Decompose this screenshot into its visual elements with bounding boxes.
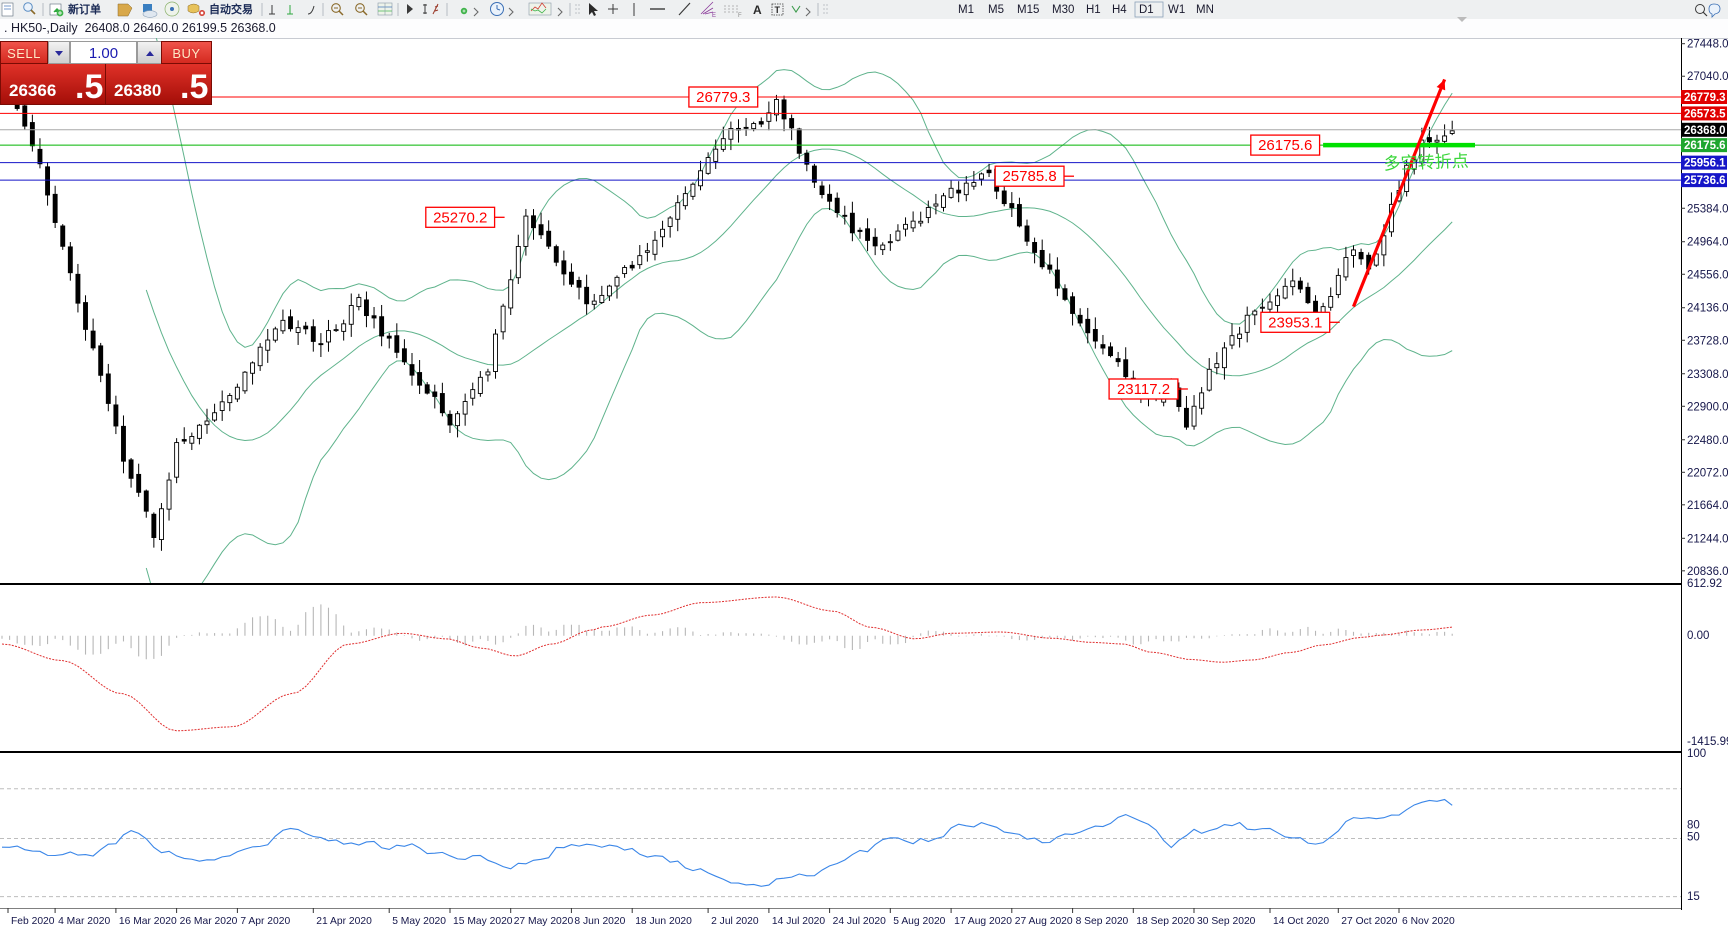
svg-text:80: 80 [1687, 820, 1700, 832]
svg-text:自动交易: 自动交易 [209, 2, 253, 16]
svg-text:22480.0: 22480.0 [1687, 435, 1728, 447]
svg-text:新订单: 新订单 [68, 2, 101, 16]
svg-text:26175.6: 26175.6 [1684, 140, 1726, 152]
svg-text:23308.0: 23308.0 [1687, 369, 1728, 381]
svg-text:M15: M15 [1017, 4, 1039, 16]
svg-text:27 Oct 2020: 27 Oct 2020 [1341, 916, 1397, 927]
svg-text:5 May 2020: 5 May 2020 [392, 916, 446, 927]
svg-text:24556.0: 24556.0 [1687, 269, 1728, 281]
svg-text:2 Jul 2020: 2 Jul 2020 [711, 916, 759, 927]
svg-text:16 Mar 2020: 16 Mar 2020 [119, 916, 177, 927]
svg-text:27 May 2020: 27 May 2020 [514, 916, 574, 927]
svg-text:100: 100 [1687, 748, 1706, 760]
svg-text:0.00: 0.00 [1687, 630, 1709, 642]
svg-text:M5: M5 [988, 4, 1004, 16]
svg-text:21 Apr 2020: 21 Apr 2020 [316, 916, 372, 927]
svg-text:Feb 2020: Feb 2020 [11, 916, 55, 927]
svg-text:A: A [753, 3, 762, 17]
svg-text:26368.0: 26368.0 [1684, 125, 1726, 137]
svg-text:M30: M30 [1052, 4, 1074, 16]
svg-text:21664.0: 21664.0 [1687, 500, 1728, 512]
svg-text:27 Aug 2020: 27 Aug 2020 [1015, 916, 1073, 927]
svg-text:7 Apr 2020: 7 Apr 2020 [240, 916, 290, 927]
svg-text:612.92: 612.92 [1687, 578, 1722, 590]
svg-text:15: 15 [1687, 891, 1700, 903]
svg-text:D1: D1 [1139, 4, 1154, 16]
svg-text:25736.6: 25736.6 [1684, 175, 1726, 187]
svg-text:50: 50 [1687, 832, 1700, 844]
svg-text:26779.3: 26779.3 [1684, 92, 1726, 104]
svg-text:25956.1: 25956.1 [1684, 158, 1726, 170]
svg-text:21244.0: 21244.0 [1687, 533, 1728, 545]
svg-text:23728.0: 23728.0 [1687, 335, 1728, 347]
svg-text:18 Jun 2020: 18 Jun 2020 [635, 916, 692, 927]
svg-text:24 Jul 2020: 24 Jul 2020 [833, 916, 887, 927]
svg-text:18 Sep 2020: 18 Sep 2020 [1136, 916, 1195, 927]
svg-text:8 Jun 2020: 8 Jun 2020 [574, 916, 625, 927]
svg-text:5 Aug 2020: 5 Aug 2020 [893, 916, 945, 927]
svg-text:14 Oct 2020: 14 Oct 2020 [1273, 916, 1329, 927]
svg-text:15 May 2020: 15 May 2020 [453, 916, 513, 927]
svg-text:-1415.99: -1415.99 [1687, 736, 1728, 748]
svg-text:4 Mar 2020: 4 Mar 2020 [58, 916, 110, 927]
svg-text:8 Sep 2020: 8 Sep 2020 [1076, 916, 1129, 927]
svg-text:22072.0: 22072.0 [1687, 467, 1728, 479]
svg-text:22900.0: 22900.0 [1687, 401, 1728, 413]
svg-text:30 Sep 2020: 30 Sep 2020 [1197, 916, 1256, 927]
svg-text:M1: M1 [958, 4, 974, 16]
svg-text:24136.0: 24136.0 [1687, 303, 1728, 315]
svg-text:H4: H4 [1112, 4, 1127, 16]
svg-text:27448.0: 27448.0 [1687, 39, 1728, 51]
svg-text:25384.0: 25384.0 [1687, 203, 1728, 215]
svg-text:20836.0: 20836.0 [1687, 566, 1728, 578]
svg-text:26 Mar 2020: 26 Mar 2020 [180, 916, 238, 927]
svg-text:W1: W1 [1168, 4, 1185, 16]
svg-text:14 Jul 2020: 14 Jul 2020 [772, 916, 826, 927]
svg-text:H1: H1 [1086, 4, 1101, 16]
svg-text:T: T [775, 5, 781, 15]
svg-text:24964.0: 24964.0 [1687, 237, 1728, 249]
svg-text:6 Nov 2020: 6 Nov 2020 [1402, 916, 1455, 927]
svg-text:26573.5: 26573.5 [1684, 108, 1726, 120]
svg-text:17 Aug 2020: 17 Aug 2020 [954, 916, 1012, 927]
svg-text:27040.0: 27040.0 [1687, 71, 1728, 83]
svg-text:MN: MN [1196, 4, 1214, 16]
